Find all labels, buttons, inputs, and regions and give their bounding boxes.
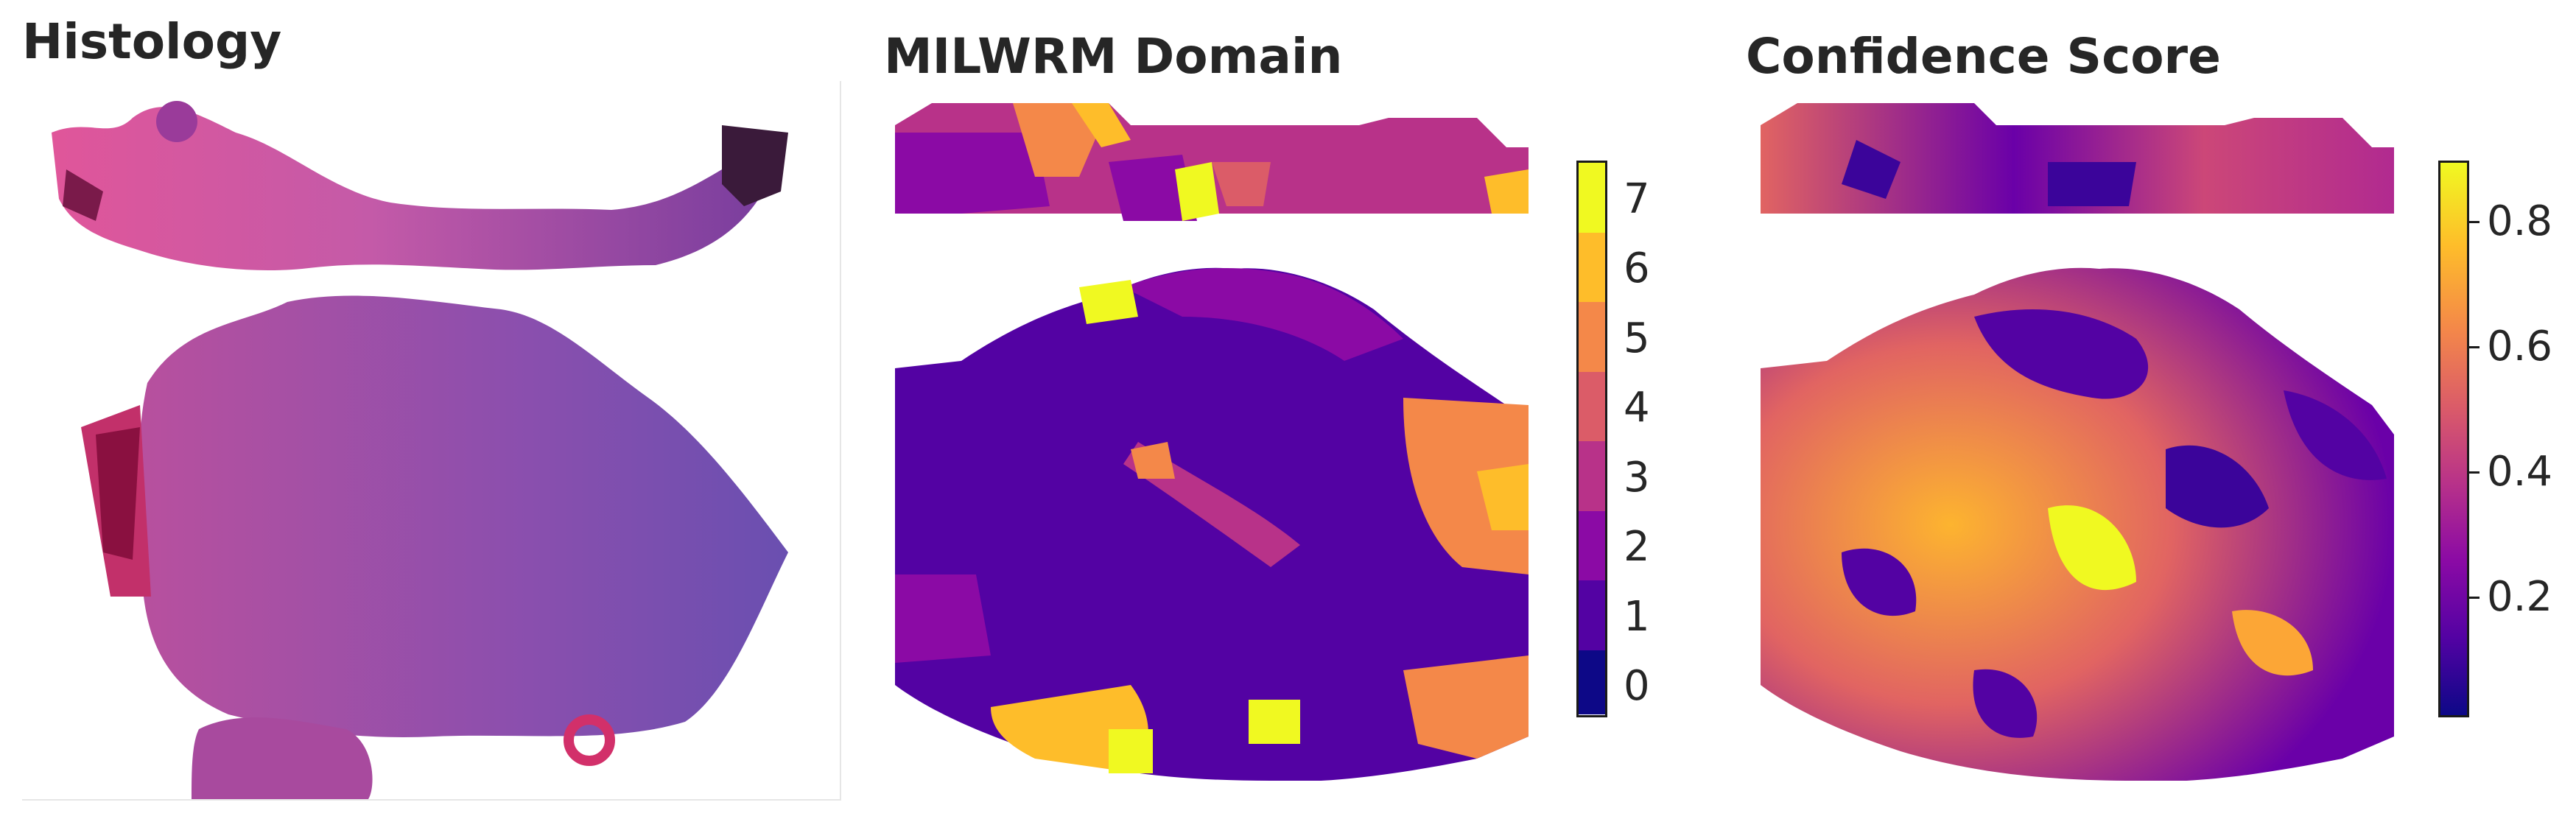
- domain-colorbar-segment-6: [1579, 232, 1605, 302]
- domain-tick-1: 1: [1624, 593, 1650, 641]
- histology-tissue-graphic: [52, 101, 788, 799]
- domain-colorbar-segment-0: [1579, 650, 1605, 714]
- domain-colorbar-segment-5: [1579, 302, 1605, 372]
- confidence-tick-0.4: 0.4: [2487, 448, 2553, 496]
- domain-tick-7: 7: [1624, 175, 1650, 223]
- domain-tick-0: 0: [1624, 662, 1650, 710]
- domain-colorbar-segment-1: [1579, 580, 1605, 650]
- domain-colorbar-segment-3: [1579, 441, 1605, 511]
- confidence-tickmark-0.2: [2469, 597, 2480, 599]
- confidence-tickmark-0.8: [2469, 221, 2480, 223]
- confidence-map: [1753, 96, 2401, 781]
- domain-tick-5: 5: [1624, 314, 1650, 362]
- confidence-tick-0.8: 0.8: [2487, 197, 2553, 245]
- domain-title: MILWRM Domain: [884, 28, 1343, 85]
- confidence-tick-0.6: 0.6: [2487, 323, 2553, 370]
- domain-tick-2: 2: [1624, 523, 1650, 571]
- confidence-colorbar: [2438, 161, 2469, 717]
- domain-colorbar-segment-4: [1579, 371, 1605, 441]
- domain-map-graphic: [895, 103, 1529, 781]
- histology-image: [22, 81, 841, 801]
- histology-title: Histology: [22, 13, 282, 70]
- domain-colorbar-segment-7: [1579, 163, 1605, 233]
- confidence-title: Confidence Score: [1746, 28, 2221, 85]
- domain-colorbar: [1576, 161, 1607, 717]
- domain-tick-3: 3: [1624, 454, 1650, 502]
- confidence-tickmark-0.6: [2469, 346, 2480, 348]
- confidence-map-graphic: [1761, 103, 2394, 781]
- domain-colorbar-segment-2: [1579, 510, 1605, 580]
- confidence-tick-0.2: 0.2: [2487, 573, 2553, 621]
- domain-tick-6: 6: [1624, 245, 1650, 292]
- confidence-tickmark-0.4: [2469, 471, 2480, 474]
- domain-map: [888, 96, 1536, 781]
- domain-tick-4: 4: [1624, 384, 1650, 432]
